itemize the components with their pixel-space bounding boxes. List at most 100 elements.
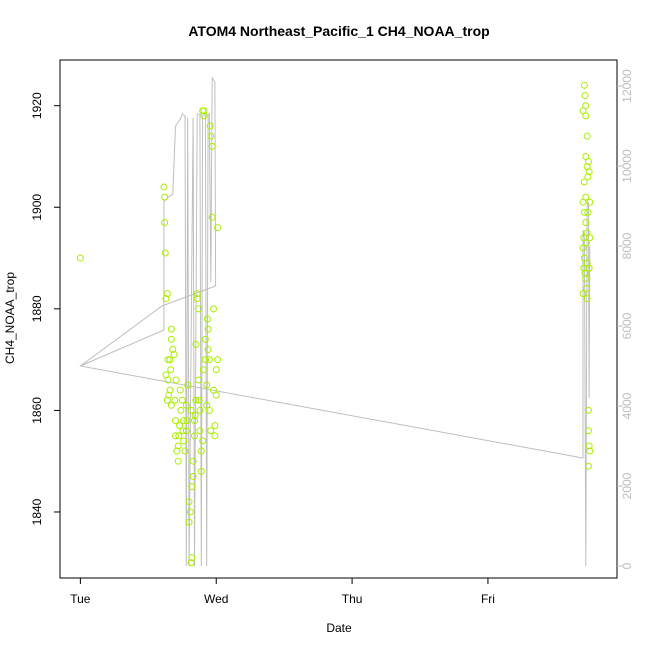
- data-point: [175, 432, 183, 440]
- plot-frame: [59, 59, 618, 579]
- data-point: [208, 213, 216, 221]
- data-point: [162, 295, 170, 303]
- data-point: [584, 208, 592, 216]
- data-point: [184, 381, 192, 389]
- y-tick-label: 1920: [30, 92, 44, 119]
- data-point: [197, 467, 205, 475]
- data-point: [203, 381, 211, 389]
- data-point: [196, 406, 204, 414]
- y-tick-label: 1900: [30, 194, 44, 221]
- data-point: [163, 290, 171, 298]
- data-point: [207, 427, 215, 435]
- data-point: [197, 447, 205, 455]
- data-point: [582, 102, 590, 110]
- data-point: [171, 396, 179, 404]
- data-point: [182, 427, 190, 435]
- data-point: [167, 401, 175, 409]
- data-point: [192, 396, 200, 404]
- data-point: [185, 518, 193, 526]
- data-point: [584, 427, 592, 435]
- data-point: [580, 264, 588, 272]
- data-point: [187, 559, 195, 567]
- data-point: [203, 315, 211, 323]
- data-point: [180, 417, 188, 425]
- x-axis: Tue Wed Thu Fri: [70, 578, 495, 606]
- data-point: [212, 366, 220, 374]
- data-point: [200, 107, 208, 115]
- data-point: [586, 447, 594, 455]
- data-point: [177, 406, 185, 414]
- data-point: [170, 351, 178, 359]
- data-point: [580, 81, 588, 89]
- y-axis-label: CH4_NOAA_trop: [3, 272, 17, 364]
- data-point: [211, 432, 219, 440]
- data-point: [199, 437, 207, 445]
- data-point: [583, 259, 591, 267]
- data-point: [167, 366, 175, 374]
- data-point: [167, 335, 175, 343]
- data-point: [582, 193, 590, 201]
- data-point: [172, 376, 180, 384]
- data-point: [214, 356, 222, 364]
- y2-tick-label: 4000: [620, 392, 634, 419]
- data-point: [583, 295, 591, 303]
- data-point: [160, 183, 168, 191]
- data-point: [195, 396, 203, 404]
- data-point: [582, 274, 590, 282]
- data-point: [201, 356, 209, 364]
- data-point: [584, 462, 592, 470]
- series-line-group: [79, 76, 591, 567]
- data-point: [174, 442, 182, 450]
- y-tick-label: 1860: [30, 397, 44, 424]
- y2-tick-label: 10000: [620, 149, 634, 183]
- data-point: [180, 437, 188, 445]
- data-point: [586, 198, 594, 206]
- data-point: [585, 168, 593, 176]
- data-point: [161, 219, 169, 227]
- data-point: [163, 396, 171, 404]
- data-point: [582, 112, 590, 120]
- data-point: [183, 417, 191, 425]
- data-point: [188, 483, 196, 491]
- data-point: [212, 391, 220, 399]
- data-point: [76, 254, 84, 262]
- x-tick-label: Thu: [342, 592, 363, 606]
- y2-tick-label: 6000: [620, 312, 634, 339]
- data-point: [188, 554, 196, 562]
- data-point: [164, 376, 172, 384]
- data-point: [582, 219, 590, 227]
- data-point: [166, 356, 174, 364]
- data-point: [206, 122, 214, 130]
- data-point: [579, 244, 587, 252]
- data-point: [581, 92, 589, 100]
- data-point: [580, 208, 588, 216]
- data-point: [583, 132, 591, 140]
- data-point: [580, 178, 588, 186]
- y-axis-right: 0 2000 4000 6000 8000 10000 12000: [617, 69, 634, 569]
- data-point: [584, 173, 592, 181]
- y-tick-label: 1840: [30, 498, 44, 525]
- data-point: [200, 112, 208, 120]
- data-point: [190, 417, 198, 425]
- data-point: [178, 396, 186, 404]
- data-point: [205, 356, 213, 364]
- data-point: [214, 224, 222, 232]
- data-point: [187, 406, 195, 414]
- series-points-group: [76, 81, 594, 567]
- data-point: [192, 340, 200, 348]
- x-axis-label: Date: [326, 621, 352, 635]
- data-point: [182, 401, 190, 409]
- data-point: [181, 447, 189, 455]
- x-tick-label: Wed: [204, 592, 228, 606]
- data-point: [579, 290, 587, 298]
- data-point: [189, 472, 197, 480]
- data-point: [171, 417, 179, 425]
- data-point: [173, 447, 181, 455]
- data-point: [185, 498, 193, 506]
- data-point: [205, 406, 213, 414]
- data-point: [179, 427, 187, 435]
- data-point: [196, 427, 204, 435]
- data-point: [174, 457, 182, 465]
- data-point: [581, 269, 589, 277]
